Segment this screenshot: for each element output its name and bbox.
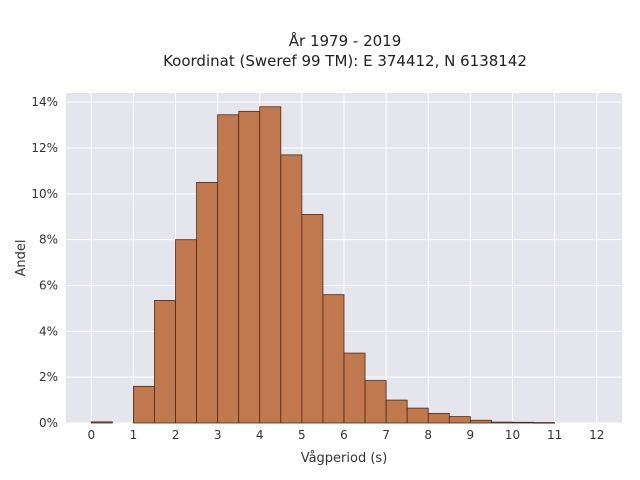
y-tick-label: 6% <box>39 279 58 293</box>
x-tick-label: 3 <box>214 428 222 442</box>
x-tick-label: 0 <box>87 428 95 442</box>
chart-title: År 1979 - 2019 <box>289 31 402 50</box>
y-tick-label: 4% <box>39 324 58 338</box>
x-tick-label: 5 <box>298 428 306 442</box>
histogram-bar <box>238 110 261 424</box>
histogram-bar <box>406 407 429 424</box>
histogram-bar <box>280 154 303 424</box>
histogram-bar <box>259 106 282 424</box>
x-tick-labels: 0 1 2 3 4 5 6 7 8 9 10 11 12 <box>87 428 604 442</box>
x-tick-label: 1 <box>130 428 138 442</box>
x-axis-label: Vågperiod (s) <box>301 451 388 466</box>
y-tick-label: 10% <box>31 187 58 201</box>
histogram-bar <box>322 294 345 424</box>
chart-subtitle: Koordinat (Sweref 99 TM): E 374412, N 61… <box>163 52 527 70</box>
y-tick-label: 8% <box>39 233 58 247</box>
y-tick-label: 14% <box>31 95 58 109</box>
histogram-bar <box>343 352 366 424</box>
histogram-bar <box>196 181 219 424</box>
histogram-bar <box>469 419 492 424</box>
x-tick-label: 6 <box>340 428 348 442</box>
histogram-bar <box>448 416 471 424</box>
y-tick-label: 12% <box>31 141 58 155</box>
histogram-bar <box>491 421 513 424</box>
x-tick-label: 9 <box>467 428 475 442</box>
y-tick-label: 0% <box>39 416 58 430</box>
bars <box>90 106 556 424</box>
histogram-bar <box>132 385 155 424</box>
histogram-bar <box>154 299 176 424</box>
histogram-bar <box>533 422 556 424</box>
x-tick-label: 10 <box>505 428 520 442</box>
x-tick-label: 11 <box>547 428 562 442</box>
histogram-bar <box>301 214 324 424</box>
y-axis-label: Andel <box>14 240 29 277</box>
x-tick-label: 7 <box>382 428 390 442</box>
histogram-bar <box>217 114 240 424</box>
y-tick-label: 2% <box>39 370 58 384</box>
x-tick-label: 2 <box>172 428 180 442</box>
histogram-bar <box>512 421 534 424</box>
histogram-bar <box>385 399 408 424</box>
histogram-bar <box>364 380 387 424</box>
x-tick-label: 8 <box>424 428 432 442</box>
histogram-bar <box>175 239 197 424</box>
histogram-bar <box>90 421 113 424</box>
x-tick-label: 4 <box>256 428 264 442</box>
histogram-bar <box>427 412 450 424</box>
x-tick-label: 12 <box>589 428 604 442</box>
y-tick-labels: 0% 2% 4% 6% 8% 10% 12% 14% <box>31 95 58 430</box>
